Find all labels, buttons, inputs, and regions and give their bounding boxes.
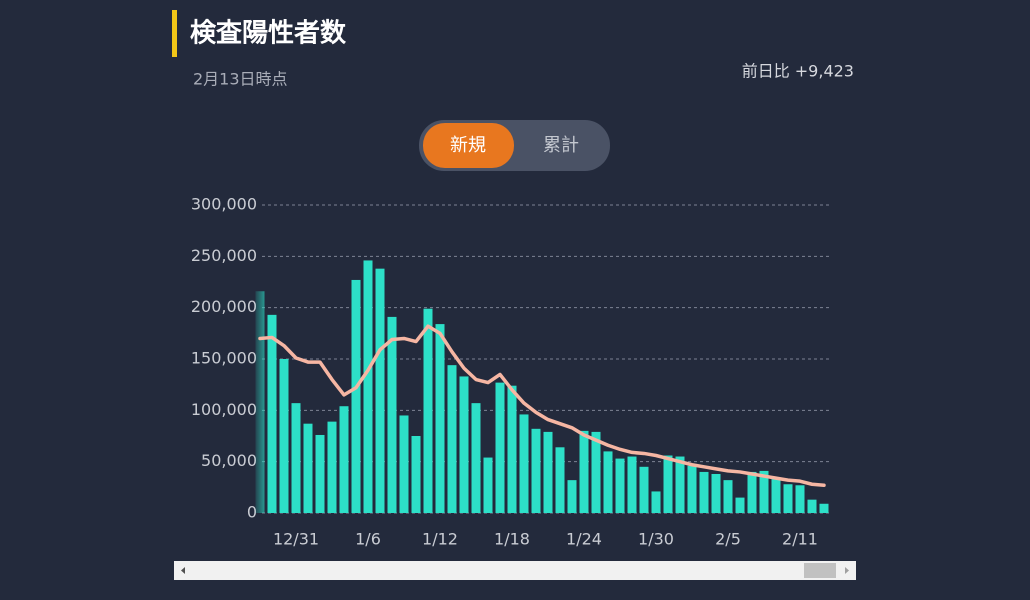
- bar: [567, 480, 577, 513]
- toggle: 新規 累計: [419, 120, 610, 171]
- bar: [423, 308, 433, 513]
- y-tick-label: 100,000: [191, 400, 257, 419]
- bar: [639, 466, 649, 513]
- diff: 前日比 +9,423: [742, 62, 854, 81]
- x-tick-label: 2/11: [782, 530, 818, 549]
- bar: [435, 324, 445, 513]
- bar: [723, 480, 733, 513]
- bar: [603, 451, 613, 513]
- bar: [495, 382, 505, 513]
- bar: [279, 359, 289, 513]
- bar: [819, 503, 829, 513]
- bar: [387, 316, 397, 513]
- bar: [795, 485, 805, 513]
- y-tick-label: 0: [247, 503, 257, 522]
- scroll-left[interactable]: [181, 567, 185, 574]
- bar: [651, 491, 661, 513]
- bar: [303, 423, 313, 513]
- x-tick-label: 1/18: [494, 530, 530, 549]
- scrollbar[interactable]: [174, 561, 856, 580]
- bar: [627, 456, 637, 513]
- bar: [411, 436, 421, 513]
- bar: [711, 473, 721, 513]
- bar: [339, 406, 349, 513]
- bar: [267, 314, 277, 513]
- chart: 0 50,000 100,000 150,000 200,000 250,000 300,0…: [191, 195, 830, 549]
- bar: [735, 497, 745, 513]
- toggle-active[interactable]: [423, 123, 514, 168]
- date: 2月13日時点: [193, 70, 288, 89]
- toggle-option[interactable]: 新規: [450, 135, 486, 156]
- y-tick-label: 150,000: [191, 349, 257, 368]
- title-accent: [172, 10, 177, 57]
- bar: [483, 457, 493, 513]
- y-tick-label: 250,000: [191, 246, 257, 265]
- bar: [663, 455, 673, 513]
- bar: [579, 430, 589, 513]
- bar: [615, 458, 625, 513]
- bar: [519, 414, 529, 513]
- bar: [543, 431, 553, 513]
- bar: [459, 376, 469, 513]
- x-tick-label: 2/5: [715, 530, 741, 549]
- bar: [591, 431, 601, 513]
- y-tick-label: 200,000: [191, 297, 257, 316]
- x-tick-label: 1/6: [355, 530, 381, 549]
- bar: [771, 479, 781, 513]
- average-line: [258, 324, 826, 488]
- x-tick-label: 1/30: [638, 530, 674, 549]
- x-tick-label: 12/31: [273, 530, 319, 549]
- bar: [291, 403, 301, 513]
- bar: [507, 385, 517, 513]
- bar: [255, 291, 265, 513]
- bar: [783, 484, 793, 513]
- bar: [399, 415, 409, 513]
- bar: [363, 260, 373, 513]
- bar: [375, 268, 385, 513]
- bar: [747, 471, 757, 513]
- x-tick-label: 1/12: [422, 530, 458, 549]
- y-tick-label: 50,000: [201, 451, 257, 470]
- bar: [555, 447, 565, 513]
- bar: [807, 499, 817, 513]
- y-tick-label: 300,000: [191, 195, 257, 214]
- scroll-thumb[interactable]: [804, 563, 836, 578]
- bar: [687, 465, 697, 513]
- bar: [315, 434, 325, 513]
- bar: [327, 421, 337, 513]
- bar: [471, 403, 481, 513]
- title: 検査陽性者数: [190, 19, 347, 49]
- bar: [675, 456, 685, 513]
- bar: [531, 428, 541, 513]
- x-tick-label: 1/24: [566, 530, 602, 549]
- bar: [759, 470, 769, 513]
- toggle-option[interactable]: 累計: [543, 135, 579, 156]
- bar: [351, 279, 361, 513]
- scroll-right[interactable]: [845, 567, 849, 574]
- bar: [699, 471, 709, 513]
- bar: [447, 365, 457, 513]
